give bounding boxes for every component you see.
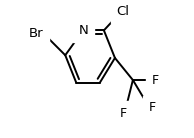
Text: N: N xyxy=(78,24,88,37)
Text: F: F xyxy=(151,74,158,87)
Text: Br: Br xyxy=(29,27,44,40)
Text: Cl: Cl xyxy=(117,5,130,18)
Text: F: F xyxy=(149,101,156,114)
Text: F: F xyxy=(120,107,127,120)
